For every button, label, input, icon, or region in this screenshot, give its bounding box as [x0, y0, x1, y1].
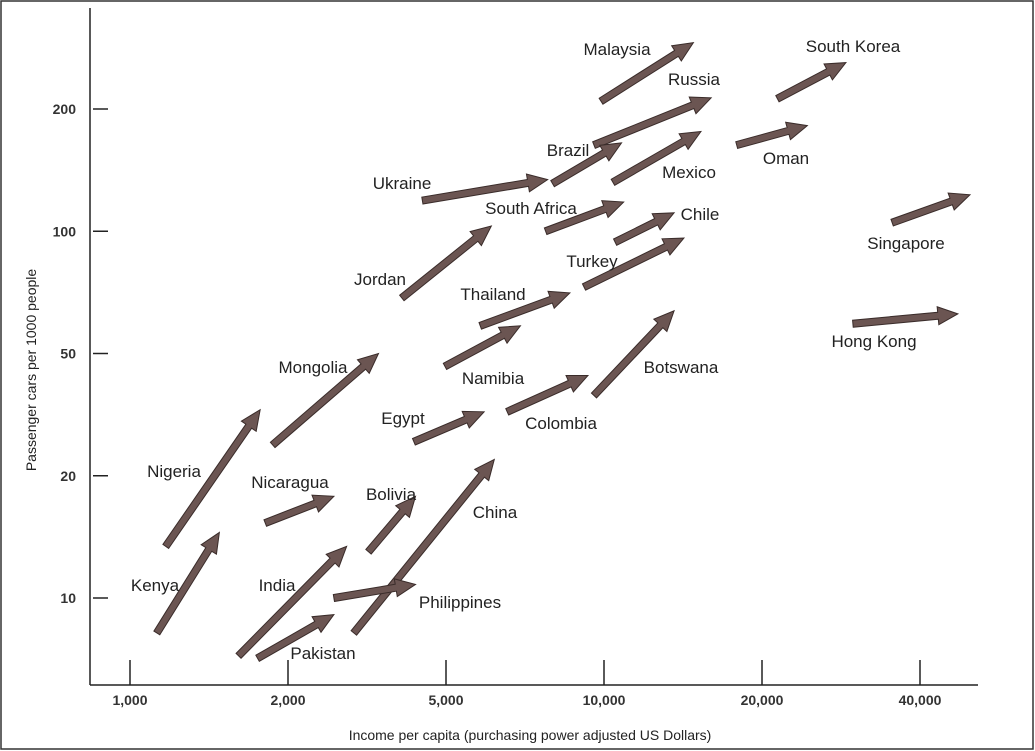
arrow	[890, 192, 972, 227]
arrow-label: Nigeria	[147, 462, 201, 481]
arrow	[592, 96, 713, 149]
arrow	[590, 309, 675, 399]
arrow	[442, 325, 522, 371]
arrow	[610, 130, 702, 186]
x-tick-label: 40,000	[899, 692, 942, 708]
arrow	[550, 142, 623, 188]
arrow-label: Russia	[668, 70, 721, 89]
arrow-label: Philippines	[419, 593, 501, 612]
y-tick-label: 200	[53, 101, 77, 117]
arrow-label: Ukraine	[373, 174, 432, 193]
arrow-label: India	[259, 576, 296, 595]
arrow-label: Malaysia	[583, 40, 651, 59]
arrow	[398, 225, 493, 302]
y-tick-label: 100	[53, 223, 77, 239]
arrow	[365, 495, 417, 555]
x-tick-label: 20,000	[741, 692, 784, 708]
arrow-label: Bolivia	[366, 485, 417, 504]
arrow-label: Hong Kong	[831, 332, 916, 351]
arrow-label: South Korea	[806, 37, 901, 56]
arrow-label: Namibia	[462, 369, 525, 388]
y-axis-title: Passenger cars per 1000 people	[23, 269, 39, 472]
arrow	[581, 237, 686, 291]
arrow	[162, 408, 261, 550]
arrow	[255, 613, 335, 663]
arrow	[852, 306, 960, 328]
arrow-label: Colombia	[525, 414, 597, 433]
arrow-label: Kenya	[131, 576, 180, 595]
arrow-label: Singapore	[867, 234, 945, 253]
arrow-label: South Africa	[485, 199, 577, 218]
arrow-label: Egypt	[381, 409, 425, 428]
arrow	[543, 200, 625, 236]
y-tick-label: 50	[60, 346, 76, 362]
arrow	[263, 494, 336, 527]
arrow	[411, 410, 486, 446]
arrow-label: Jordan	[354, 270, 406, 289]
arrow	[735, 121, 809, 150]
arrow-label: Thailand	[460, 285, 525, 304]
arrow	[505, 374, 590, 416]
arrow-label: Oman	[763, 149, 809, 168]
arrow-label: Mongolia	[279, 358, 349, 377]
arrow-label: China	[473, 503, 518, 522]
arrow	[269, 352, 380, 449]
y-tick-label: 20	[60, 468, 76, 484]
arrow	[332, 578, 417, 603]
arrow	[478, 290, 572, 330]
arrow-label: Nicaragua	[251, 473, 329, 492]
arrow	[153, 531, 221, 636]
arrow-label: Mexico	[662, 163, 716, 182]
arrow-label: Pakistan	[290, 644, 355, 663]
arrow-label: Brazil	[547, 141, 590, 160]
x-tick-label: 2,000	[270, 692, 305, 708]
arrow-label: Chile	[681, 205, 720, 224]
y-tick-label: 10	[60, 590, 76, 606]
arrow-label: Botswana	[644, 358, 719, 377]
arrow-label: Turkey	[566, 252, 618, 271]
arrow	[775, 62, 847, 103]
x-axis-title: Income per capita (purchasing power adju…	[349, 727, 712, 743]
arrow	[598, 42, 695, 105]
arrow	[235, 545, 348, 659]
x-tick-label: 1,000	[112, 692, 147, 708]
arrow	[612, 212, 676, 246]
x-tick-label: 5,000	[428, 692, 463, 708]
x-tick-label: 10,000	[583, 692, 626, 708]
arrow	[421, 173, 549, 205]
